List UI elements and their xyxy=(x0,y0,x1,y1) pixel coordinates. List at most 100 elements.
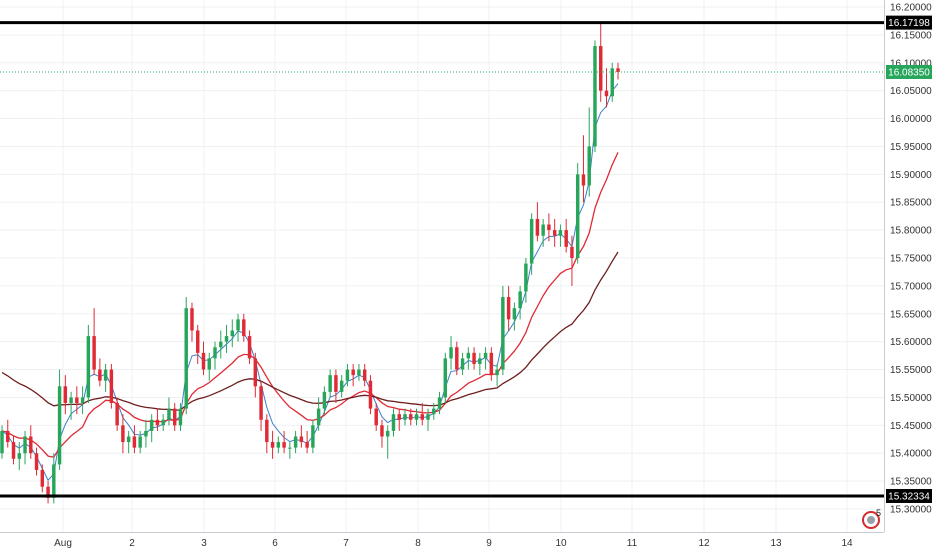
candle[interactable] xyxy=(599,23,603,102)
candle[interactable] xyxy=(305,430,309,454)
candle[interactable] xyxy=(23,430,27,465)
candle[interactable] xyxy=(132,425,137,454)
candle[interactable] xyxy=(575,163,580,264)
candle[interactable] xyxy=(409,408,413,426)
candle[interactable] xyxy=(259,380,263,431)
candle[interactable] xyxy=(501,285,505,376)
candle[interactable] xyxy=(201,341,206,376)
candle[interactable] xyxy=(213,341,217,370)
candle[interactable] xyxy=(299,425,304,448)
candle[interactable] xyxy=(98,358,102,387)
candle[interactable] xyxy=(524,258,528,303)
candle[interactable] xyxy=(397,408,401,431)
candle[interactable] xyxy=(316,397,321,431)
candle[interactable] xyxy=(604,68,609,108)
candle[interactable] xyxy=(149,414,154,443)
candle[interactable] xyxy=(6,419,10,448)
candle[interactable] xyxy=(581,135,586,203)
candle[interactable] xyxy=(495,363,499,387)
candle[interactable] xyxy=(420,403,424,426)
candle[interactable] xyxy=(587,107,591,197)
candle[interactable] xyxy=(472,347,476,370)
candle[interactable] xyxy=(478,352,482,376)
candle[interactable] xyxy=(593,40,597,153)
candle[interactable] xyxy=(403,408,407,426)
logo-badge[interactable]: 5 xyxy=(862,508,881,529)
candle[interactable] xyxy=(547,213,551,242)
candle[interactable] xyxy=(385,425,390,459)
candle[interactable] xyxy=(236,313,240,342)
candle[interactable] xyxy=(489,347,494,381)
candle[interactable] xyxy=(121,414,125,454)
horizontal-levels[interactable] xyxy=(0,21,884,498)
candle[interactable] xyxy=(80,386,85,415)
candles[interactable] xyxy=(0,23,620,504)
candle[interactable] xyxy=(270,430,275,459)
candle[interactable] xyxy=(455,341,459,376)
candle[interactable] xyxy=(466,347,471,370)
candle[interactable] xyxy=(570,235,574,286)
candle[interactable] xyxy=(374,403,378,431)
candle[interactable] xyxy=(196,324,200,364)
candle[interactable] xyxy=(190,302,194,342)
candle[interactable] xyxy=(293,430,298,454)
candle[interactable] xyxy=(103,363,108,392)
candle[interactable] xyxy=(230,319,235,348)
candle[interactable] xyxy=(616,62,620,80)
candle[interactable] xyxy=(253,352,258,398)
candle[interactable] xyxy=(432,403,436,420)
candle[interactable] xyxy=(224,324,229,353)
candle[interactable] xyxy=(339,375,344,398)
candle[interactable] xyxy=(437,391,442,415)
candle[interactable] xyxy=(109,363,114,409)
candle[interactable] xyxy=(529,213,534,275)
candle[interactable] xyxy=(247,330,252,364)
candle[interactable] xyxy=(69,391,73,420)
candle[interactable] xyxy=(564,218,568,253)
candle[interactable] xyxy=(552,218,557,247)
candle[interactable] xyxy=(172,403,177,431)
candle[interactable] xyxy=(144,419,148,448)
candle[interactable] xyxy=(357,363,361,381)
candle[interactable] xyxy=(138,430,142,454)
candle[interactable] xyxy=(368,375,373,415)
candle[interactable] xyxy=(334,369,338,404)
candle[interactable] xyxy=(86,324,91,404)
candle[interactable] xyxy=(449,336,453,370)
price-axis[interactable]: 15.30000 15.35000 15.40000 15.45000 15.50000… xyxy=(890,3,932,516)
candle[interactable] xyxy=(265,414,269,454)
candle[interactable] xyxy=(40,464,45,493)
candle[interactable] xyxy=(535,202,540,242)
candle[interactable] xyxy=(282,430,286,454)
candle[interactable] xyxy=(92,308,96,376)
candle[interactable] xyxy=(483,347,488,370)
candle[interactable] xyxy=(558,224,563,247)
candle[interactable] xyxy=(460,352,465,376)
candle[interactable] xyxy=(391,408,396,437)
candle[interactable] xyxy=(161,414,165,431)
candle[interactable] xyxy=(17,442,21,470)
candle[interactable] xyxy=(34,447,39,476)
candle[interactable] xyxy=(426,408,430,431)
candle[interactable] xyxy=(167,397,171,426)
candle[interactable] xyxy=(322,386,327,415)
candle[interactable] xyxy=(311,419,315,454)
candle[interactable] xyxy=(63,375,68,415)
candle[interactable] xyxy=(242,313,246,342)
candle[interactable] xyxy=(155,408,160,431)
candle[interactable] xyxy=(126,430,131,454)
candle[interactable] xyxy=(506,285,511,331)
candle[interactable] xyxy=(328,369,332,398)
candle[interactable] xyxy=(276,436,281,454)
time-axis[interactable]: Aug 2 3 6 7 8 9 10 11 12 13 14 xyxy=(54,538,853,549)
candle[interactable] xyxy=(512,302,517,331)
candle[interactable] xyxy=(380,419,384,448)
candle[interactable] xyxy=(11,436,16,465)
candle[interactable] xyxy=(518,285,522,320)
candle[interactable] xyxy=(57,369,62,470)
candle[interactable] xyxy=(184,297,188,415)
candle[interactable] xyxy=(207,352,211,381)
candle[interactable] xyxy=(362,363,367,387)
candle[interactable] xyxy=(29,425,33,459)
